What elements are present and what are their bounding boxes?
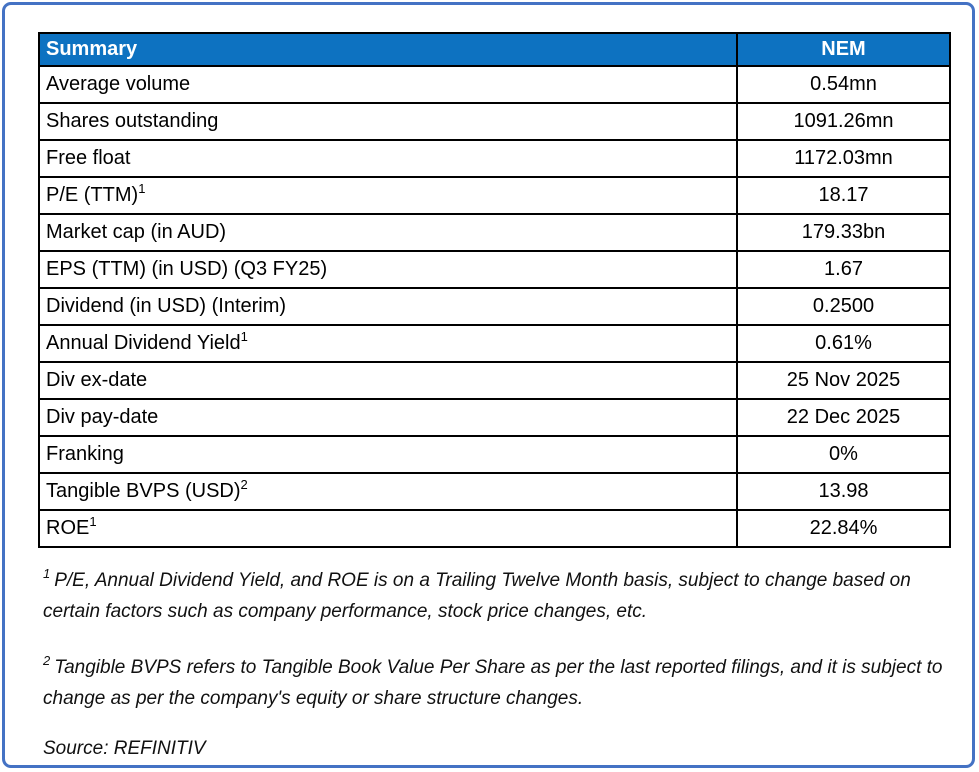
summary-table: Summary NEM Average volume 0.54mn Shares o… bbox=[38, 32, 951, 548]
table-row: P/E (TTM)1 18.17 bbox=[38, 176, 951, 215]
metric-value: 1091.26mn bbox=[736, 102, 951, 141]
footnotes-section: 1 P/E, Annual Dividend Yield, and ROE is … bbox=[43, 565, 948, 760]
metric-value: 22.84% bbox=[736, 509, 951, 548]
metric-label: Div pay-date bbox=[38, 398, 738, 437]
footnote-ref: 1 bbox=[138, 180, 146, 196]
footnote-ref: 1 bbox=[89, 513, 97, 529]
metric-value: 18.17 bbox=[736, 176, 951, 215]
metric-label: Market cap (in AUD) bbox=[38, 213, 738, 252]
metric-label: ROE1 bbox=[38, 509, 738, 548]
footnote-2: 2 Tangible BVPS refers to Tangible Book V… bbox=[43, 652, 948, 715]
metric-value: 0.54mn bbox=[736, 65, 951, 104]
table-row: Market cap (in AUD) 179.33bn bbox=[38, 213, 951, 252]
summary-table-body: Average volume 0.54mn Shares outstanding 10… bbox=[38, 65, 951, 548]
metric-value: 13.98 bbox=[736, 472, 951, 511]
table-row: EPS (TTM) (in USD) (Q3 FY25) 1.67 bbox=[38, 250, 951, 289]
table-row: Div ex-date 25 Nov 2025 bbox=[38, 361, 951, 400]
metric-value: 22 Dec 2025 bbox=[736, 398, 951, 437]
footnote-ref: 1 bbox=[240, 328, 248, 344]
footnote-2-marker: 2 bbox=[43, 652, 51, 668]
table-row: Dividend (in USD) (Interim) 0.2500 bbox=[38, 287, 951, 326]
footnote-2-text: Tangible BVPS refers to Tangible Book Va… bbox=[43, 656, 943, 710]
table-row: Div pay-date 22 Dec 2025 bbox=[38, 398, 951, 437]
table-header-ticker: NEM bbox=[736, 32, 951, 67]
table-row: ROE1 22.84% bbox=[38, 509, 951, 548]
metric-label: Franking bbox=[38, 435, 738, 474]
footnote-1: 1 P/E, Annual Dividend Yield, and ROE is … bbox=[43, 565, 948, 628]
metric-value: 1.67 bbox=[736, 250, 951, 289]
metric-value: 0% bbox=[736, 435, 951, 474]
table-header-row: Summary NEM bbox=[38, 32, 951, 67]
source-attribution: Source: REFINITIV bbox=[43, 738, 206, 760]
metric-value: 25 Nov 2025 bbox=[736, 361, 951, 400]
table-row: Free float 1172.03mn bbox=[38, 139, 951, 178]
metric-label: Annual Dividend Yield1 bbox=[38, 324, 738, 363]
table-row: Annual Dividend Yield1 0.61% bbox=[38, 324, 951, 363]
metric-value: 0.2500 bbox=[736, 287, 951, 326]
metric-label: Average volume bbox=[38, 65, 738, 104]
footnote-1-text: P/E, Annual Dividend Yield, and ROE is o… bbox=[43, 570, 911, 623]
table-row: Franking 0% bbox=[38, 435, 951, 474]
metric-value: 0.61% bbox=[736, 324, 951, 363]
metric-value: 179.33bn bbox=[736, 213, 951, 252]
metric-label: P/E (TTM)1 bbox=[38, 176, 738, 215]
table-header-summary: Summary bbox=[38, 32, 738, 67]
metric-value: 1172.03mn bbox=[736, 139, 951, 178]
metric-label: Free float bbox=[38, 139, 738, 178]
metric-label: Shares outstanding bbox=[38, 102, 738, 141]
footnote-ref: 2 bbox=[240, 476, 248, 492]
metric-label: EPS (TTM) (in USD) (Q3 FY25) bbox=[38, 250, 738, 289]
metric-label: Dividend (in USD) (Interim) bbox=[38, 287, 738, 326]
table-row: Shares outstanding 1091.26mn bbox=[38, 102, 951, 141]
metric-label: Div ex-date bbox=[38, 361, 738, 400]
table-row: Average volume 0.54mn bbox=[38, 65, 951, 104]
footnote-1-marker: 1 bbox=[43, 566, 51, 581]
metric-label: Tangible BVPS (USD)2 bbox=[38, 472, 738, 511]
table-row: Tangible BVPS (USD)2 13.98 bbox=[38, 472, 951, 511]
